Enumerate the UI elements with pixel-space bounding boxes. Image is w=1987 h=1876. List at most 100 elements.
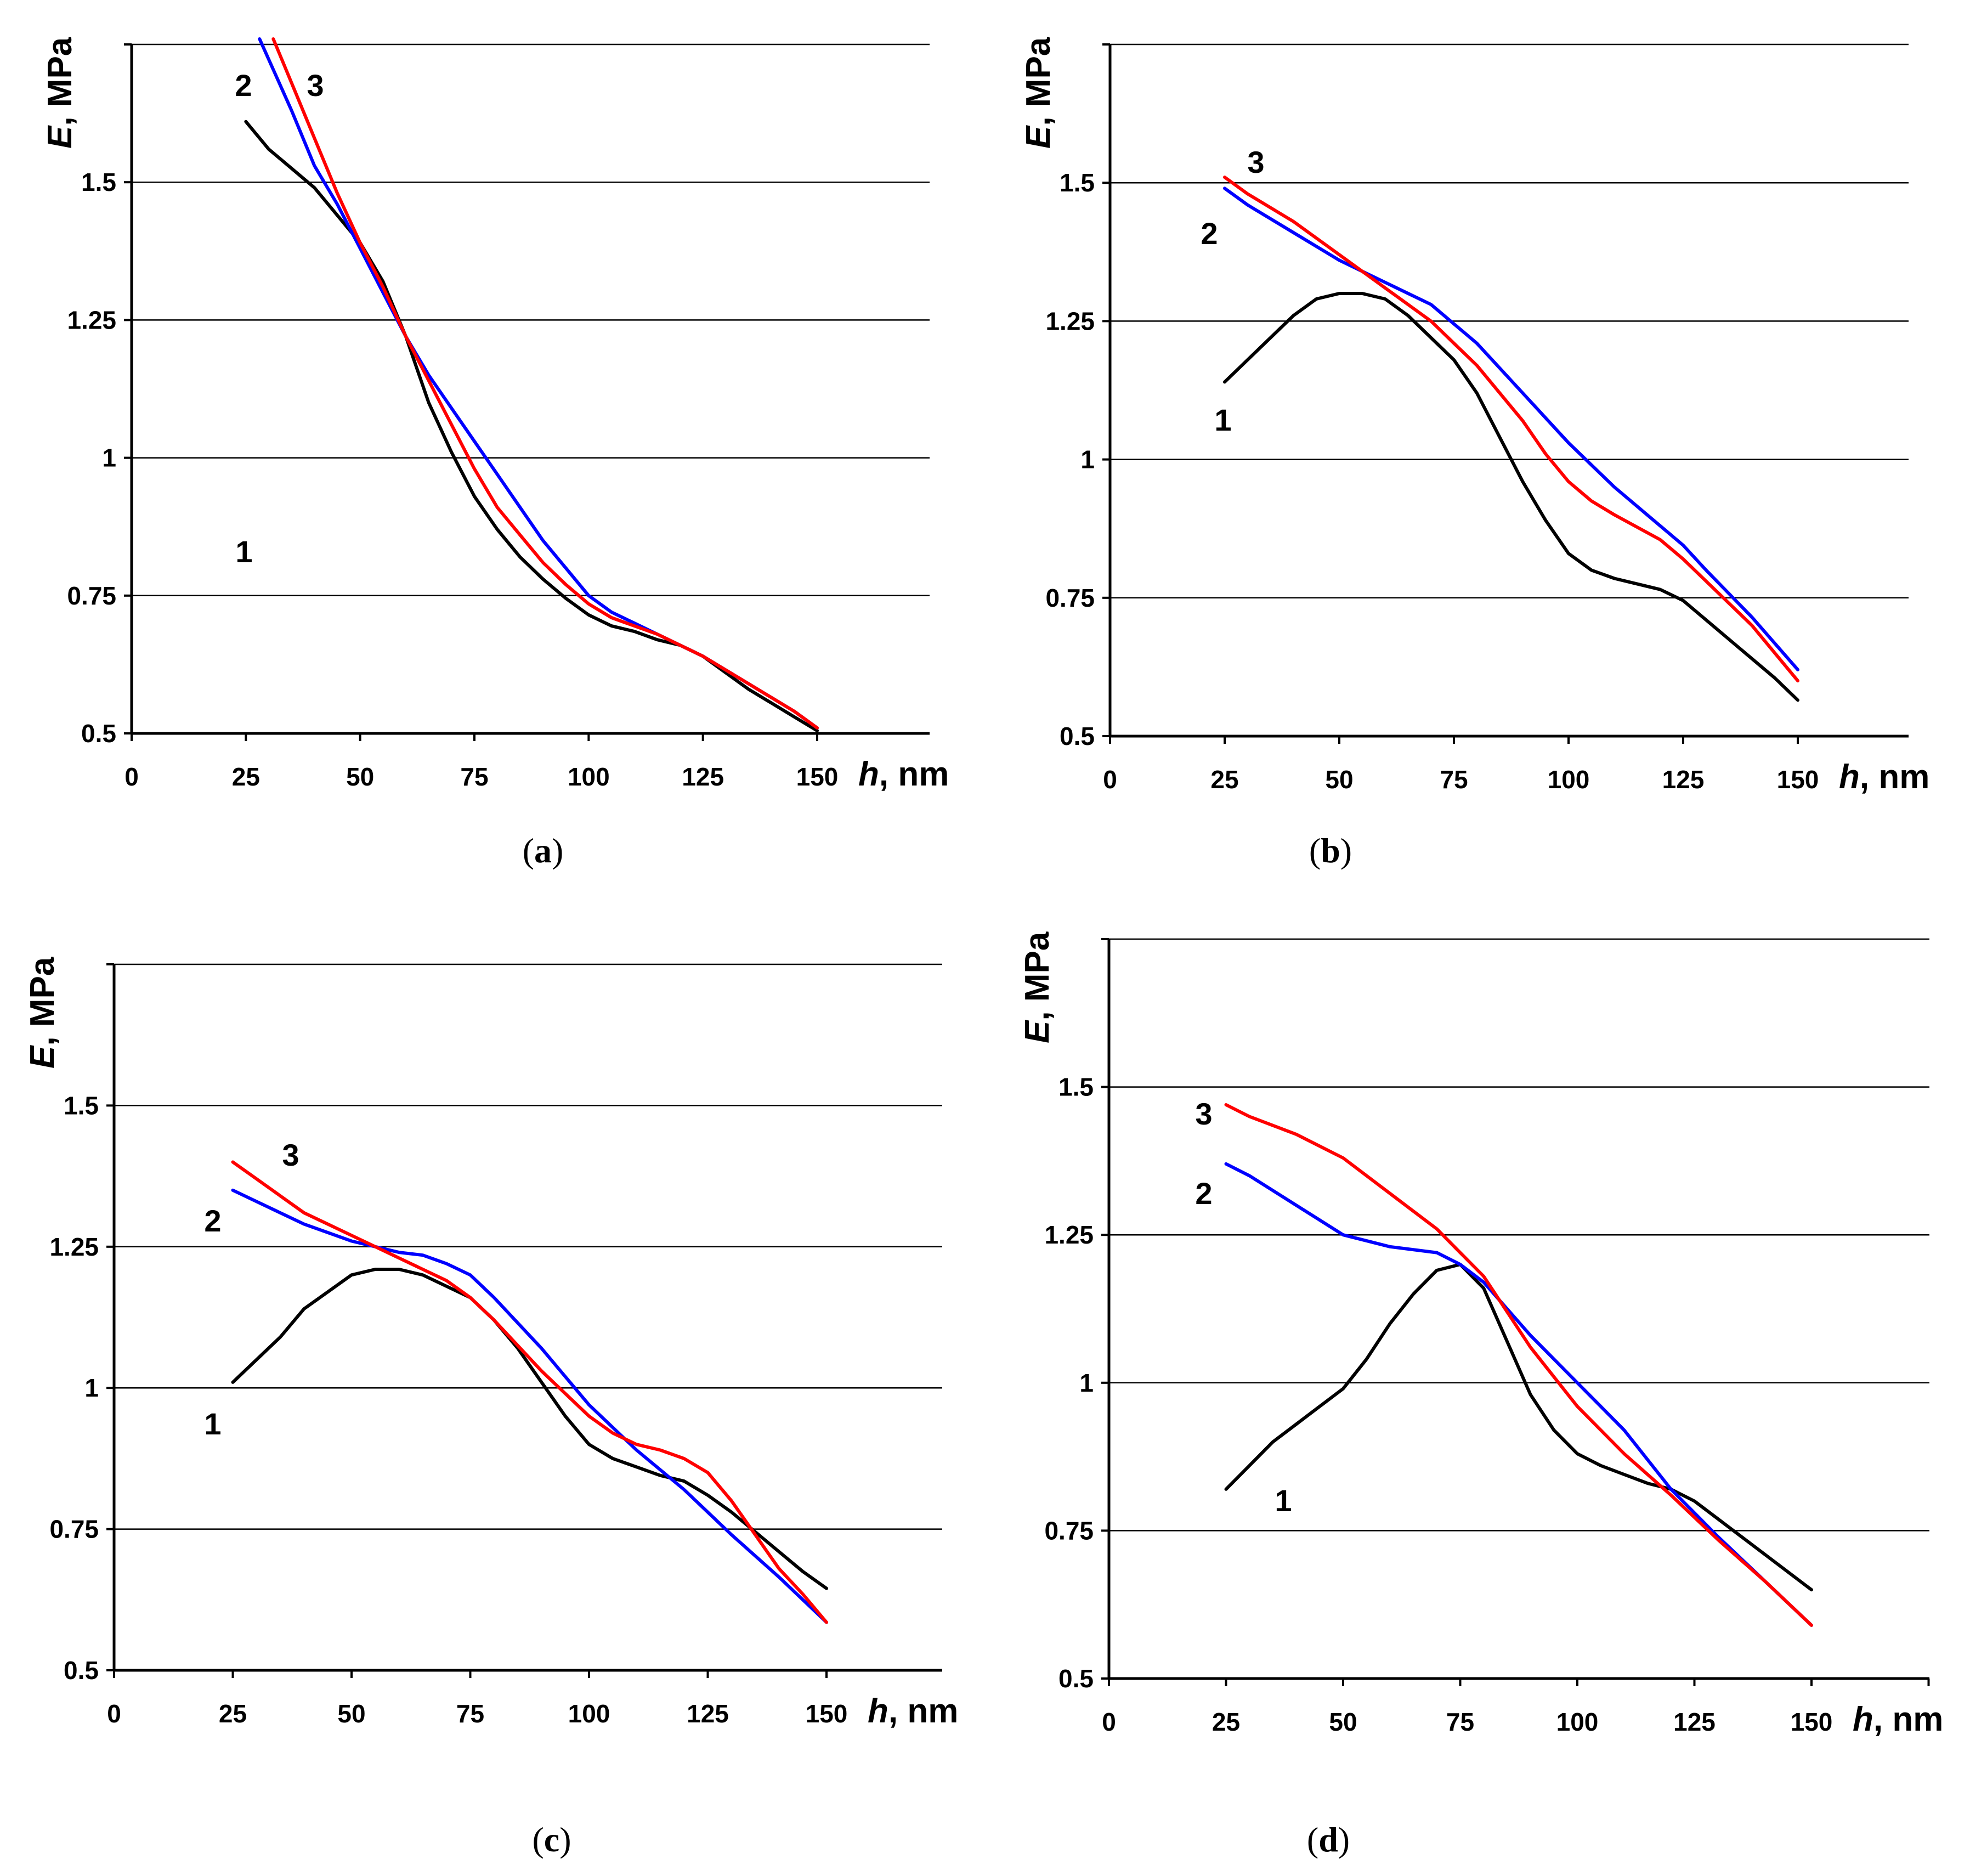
- y-tick-label: 0.75: [49, 1515, 99, 1544]
- panel-caption: (b): [1309, 831, 1352, 870]
- curve-label-3: 3: [282, 1138, 299, 1172]
- x-tick-label: 75: [1440, 765, 1468, 794]
- curve-label-2: 2: [204, 1203, 221, 1238]
- y-tick-label: 1: [84, 1374, 99, 1402]
- x-tick-label: 100: [1556, 1708, 1599, 1736]
- y-tick-label: 0.75: [1044, 1516, 1094, 1545]
- caption-close-paren: ): [559, 1820, 571, 1859]
- caption-letter: b: [1321, 831, 1340, 870]
- curve-label-2: 2: [235, 68, 252, 103]
- x-tick-label: 0: [107, 1699, 121, 1728]
- x-tick-label: 100: [1548, 765, 1590, 794]
- y-tick-label: 1.5: [1060, 168, 1095, 197]
- y-axis-variable: E: [41, 125, 79, 149]
- x-tick-label: 75: [1446, 1708, 1474, 1736]
- x-tick-label: 125: [687, 1699, 729, 1728]
- y-axis-unit: , MPa: [41, 37, 79, 126]
- y-tick-label: 1.5: [64, 1091, 99, 1120]
- chart-panel-c: 0.5 0.75 1 1.25 1.5 0 25 50 75 100 125 150 h, nm E, M…: [24, 957, 958, 1859]
- x-tick-label: 100: [568, 1699, 610, 1728]
- caption-open-paren: (: [1309, 831, 1321, 870]
- series-line-3: [1223, 176, 1799, 683]
- y-axis-title: E, MPa: [41, 37, 79, 149]
- x-tick-label: 0: [124, 762, 139, 791]
- x-axis-title: h, nm: [858, 755, 949, 793]
- series-line-3: [1224, 1103, 1813, 1627]
- curve-label-1: 1: [235, 534, 252, 569]
- caption-letter: c: [544, 1820, 559, 1859]
- y-axis-title: E, MPa: [1020, 37, 1057, 149]
- curve-label-3: 3: [1195, 1097, 1212, 1131]
- x-axis-variable: h: [1853, 1700, 1873, 1738]
- x-axis-title: h, nm: [1839, 758, 1929, 796]
- caption-close-paren: ): [1340, 831, 1352, 870]
- curve-label-3: 3: [307, 68, 324, 103]
- x-tick-label: 0: [1102, 1708, 1116, 1736]
- curve-label-2: 2: [1201, 216, 1218, 251]
- caption-letter: a: [534, 831, 552, 870]
- caption-letter: d: [1318, 1820, 1338, 1859]
- chart-panel-d: 0.5 0.75 1 1.25 1.5 0 25 50 75 100 125 150 h, nm E, M…: [1018, 931, 1943, 1859]
- y-tick-label: 0.75: [67, 581, 116, 610]
- x-axis-unit: , nm: [1860, 758, 1929, 796]
- x-tick-label: 0: [1103, 765, 1117, 794]
- panel-caption: (c): [532, 1820, 571, 1859]
- curve-label-3: 3: [1247, 145, 1264, 179]
- curve-label-1: 1: [1275, 1483, 1292, 1518]
- x-tick-label: 25: [232, 762, 260, 791]
- panel-caption: (a): [523, 831, 564, 870]
- x-tick-label: 25: [219, 1699, 247, 1728]
- caption-close-paren: ): [1338, 1820, 1350, 1859]
- curve-label-2: 2: [1195, 1176, 1212, 1211]
- series-line-1: [244, 120, 819, 732]
- x-tick-label: 25: [1212, 1708, 1240, 1736]
- y-axis-title: E, MPa: [1018, 931, 1056, 1043]
- y-tick-label: 0.5: [64, 1656, 99, 1685]
- y-tick-label: 0.5: [1060, 722, 1095, 750]
- caption-open-paren: (: [1307, 1820, 1318, 1859]
- x-axis-unit: , nm: [1873, 1700, 1943, 1738]
- x-axis-title: h, nm: [1853, 1700, 1943, 1738]
- series-line-2: [258, 37, 819, 730]
- y-tick-label: 1.5: [1058, 1073, 1094, 1101]
- x-tick-label: 150: [1791, 1708, 1833, 1736]
- series-line-2: [1224, 1162, 1813, 1627]
- x-tick-label: 125: [1673, 1708, 1716, 1736]
- y-tick-label: 0.75: [1045, 584, 1095, 612]
- x-axis-unit: , nm: [888, 1692, 958, 1730]
- y-axis-variable: E: [1018, 1020, 1056, 1043]
- x-axis-variable: h: [1839, 758, 1860, 796]
- series-line-3: [231, 1160, 828, 1624]
- series-line-2: [231, 1188, 828, 1624]
- x-tick-label: 50: [1325, 765, 1353, 794]
- series-line-1: [231, 1268, 828, 1590]
- y-axis-unit: , MPa: [1020, 37, 1057, 126]
- x-tick-label: 75: [460, 762, 488, 791]
- x-tick-label: 50: [337, 1699, 365, 1728]
- y-axis-variable: E: [24, 1045, 61, 1069]
- chart-panel-b: 0.5 0.75 1 1.25 1.5 0 25 50 75 100 125 150 h, nm E, M…: [1020, 37, 1929, 870]
- x-tick-label: 100: [568, 762, 610, 791]
- curve-label-1: 1: [1214, 403, 1231, 437]
- y-tick-label: 0.5: [81, 719, 116, 748]
- x-tick-label: 125: [682, 762, 724, 791]
- series-line-3: [271, 37, 819, 730]
- y-tick-label: 1.5: [81, 168, 116, 196]
- y-tick-label: 1.25: [1045, 307, 1095, 335]
- x-axis-variable: h: [868, 1692, 888, 1730]
- y-axis-title: E, MPa: [24, 957, 61, 1069]
- x-tick-label: 75: [456, 1699, 484, 1728]
- x-tick-label: 25: [1210, 765, 1238, 794]
- caption-close-paren: ): [552, 831, 563, 870]
- x-axis-unit: , nm: [879, 755, 949, 793]
- series-line-1: [1223, 292, 1799, 702]
- y-tick-label: 1.25: [67, 306, 116, 334]
- x-axis-variable: h: [858, 755, 879, 793]
- chart-panel-a: 0.5 0.75 1 1.25 1.5 0 25 50 75 100 125 150 h, nm E, M…: [41, 37, 949, 870]
- x-axis-title: h, nm: [868, 1692, 958, 1730]
- series-line-1: [1224, 1263, 1813, 1592]
- x-tick-label: 125: [1662, 765, 1705, 794]
- y-axis-variable: E: [1020, 125, 1057, 149]
- x-tick-label: 150: [1777, 765, 1819, 794]
